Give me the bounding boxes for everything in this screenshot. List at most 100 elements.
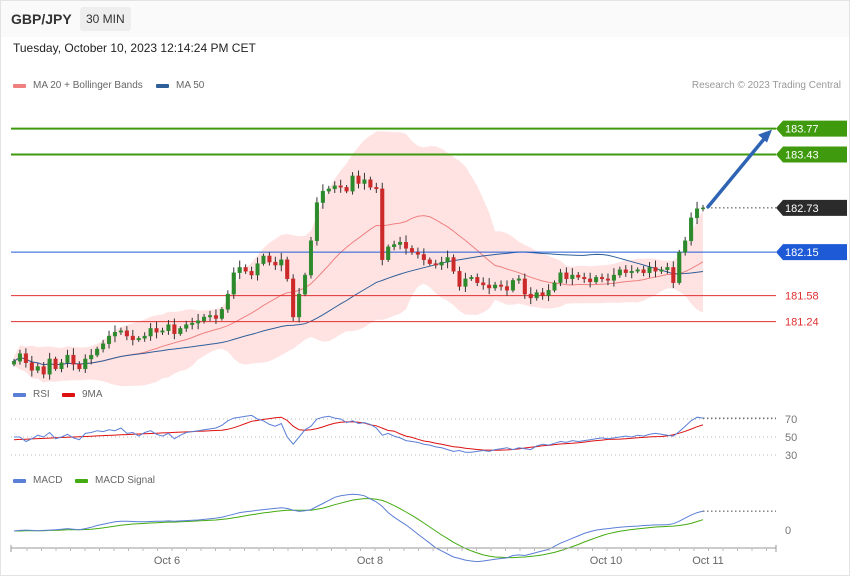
ma20-swatch — [13, 83, 26, 88]
candle-body — [356, 175, 361, 184]
candle-body — [398, 242, 403, 245]
candle-body — [225, 293, 230, 310]
candle-body — [41, 366, 46, 375]
candle-body — [53, 358, 58, 370]
candle-body — [504, 286, 510, 291]
candle-body — [647, 267, 652, 273]
candle-body — [433, 263, 438, 266]
candle-body — [403, 242, 409, 249]
candle-body — [297, 293, 302, 318]
candle-body — [136, 338, 141, 341]
level-tag-last_price — [776, 199, 847, 216]
candle-body — [510, 280, 515, 291]
bollinger-band — [14, 131, 703, 387]
candle-body — [439, 261, 444, 266]
candle-body — [184, 324, 189, 329]
candle-body — [522, 278, 527, 295]
candle-body — [415, 251, 420, 255]
legend-macd-label: MACD — [33, 475, 63, 486]
candle-body — [65, 354, 70, 363]
candle-body — [118, 330, 123, 333]
candle-body — [350, 175, 355, 192]
candle-body — [142, 335, 147, 339]
candle-body — [582, 277, 587, 280]
candle-body — [213, 315, 218, 319]
level-label-resistance: 183.77 — [785, 124, 819, 136]
legend-macd: MACD — [13, 475, 62, 486]
legend-rsi-label: RSI — [33, 389, 50, 400]
candle-body — [101, 343, 106, 350]
candle-body — [89, 354, 94, 360]
legend-macd-signal-label: MACD Signal — [95, 475, 156, 486]
legend-ma50: MA 50 — [156, 80, 204, 91]
candle-body — [267, 255, 272, 263]
candle-body — [314, 202, 319, 241]
candle-body — [635, 269, 640, 272]
candle-body — [374, 187, 379, 190]
ma50-swatch — [156, 83, 169, 88]
candle-body — [546, 290, 551, 296]
candle-body — [594, 277, 599, 283]
candle-body — [481, 282, 486, 286]
x-tick-label: Oct 8 — [357, 555, 383, 567]
candle-body — [576, 274, 581, 278]
candle-body — [362, 179, 367, 184]
candle-body — [77, 364, 82, 370]
candle-body — [528, 293, 533, 299]
legend-ma20: MA 20 + Bollinger Bands — [13, 80, 143, 91]
legend-ma20-label: MA 20 + Bollinger Bands — [33, 80, 143, 91]
candle-body — [629, 271, 634, 273]
candle-body — [617, 269, 622, 276]
candle-body — [249, 271, 254, 276]
candle-body — [552, 282, 557, 291]
candle-body — [320, 190, 325, 203]
candle-body — [279, 259, 284, 266]
candle-body — [196, 320, 201, 324]
candle-body — [475, 277, 480, 283]
copyright: Research © 2023 Trading Central — [691, 80, 841, 91]
level-label-resistance: 183.43 — [785, 150, 819, 162]
level-tag-resistance — [776, 146, 847, 163]
candle-body — [392, 244, 397, 248]
x-tick-label: Oct 6 — [154, 555, 180, 567]
timestamp: Tuesday, October 10, 2023 12:14:24 PM CE… — [13, 41, 256, 55]
level-tag-pivot — [776, 244, 847, 261]
candle-body — [261, 255, 266, 264]
candle-body — [207, 315, 213, 318]
candle-body — [427, 259, 432, 264]
candle-body — [59, 362, 64, 370]
chart-header — [1, 1, 849, 37]
candle-body — [71, 354, 76, 365]
rsi-ma-swatch — [62, 392, 75, 397]
candle-body — [202, 316, 207, 321]
candle-body — [47, 358, 52, 375]
macd-swatch — [13, 478, 26, 483]
candle-body — [332, 185, 337, 190]
candle-body — [308, 240, 314, 276]
candle-body — [700, 207, 706, 210]
timeframe-button[interactable]: 30 MIN — [80, 7, 131, 31]
level-tag-resistance — [776, 120, 847, 137]
candle-body — [166, 324, 171, 331]
candle-body — [291, 278, 296, 318]
candle-body — [338, 185, 343, 188]
candle-body — [695, 208, 700, 219]
ma50-line — [13, 251, 704, 366]
candle-body — [499, 284, 504, 287]
candle-body — [130, 335, 135, 341]
rsi-tick-label: 50 — [785, 432, 797, 444]
level-label-last_price: 182.73 — [785, 203, 819, 215]
candle-body — [516, 278, 521, 281]
candle-body — [570, 274, 575, 280]
candle-body — [689, 217, 694, 241]
candle-body — [469, 277, 474, 280]
candle-body — [285, 259, 290, 280]
macd-signal-line — [14, 498, 704, 559]
candle-body — [160, 330, 165, 333]
rsi-tick-label: 70 — [785, 414, 797, 426]
candle-body — [540, 292, 545, 296]
projection-arrow-head — [758, 129, 772, 143]
candle-body — [653, 267, 658, 272]
candle-body — [451, 257, 456, 272]
candle-body — [11, 361, 17, 365]
